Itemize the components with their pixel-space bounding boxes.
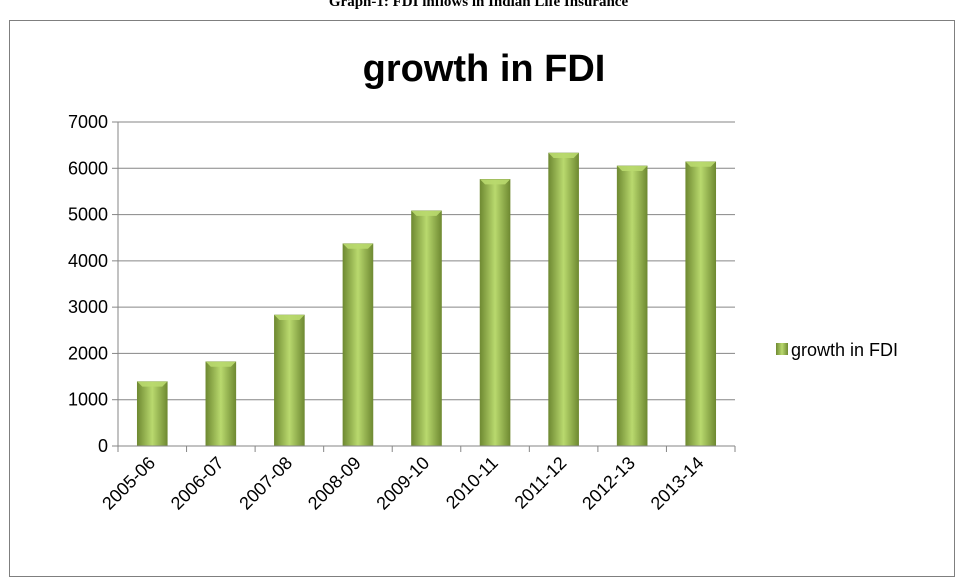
graph-caption: Graph-1: FDI inflows in Indian Life Insu… — [328, 0, 629, 10]
y-tick-label: 4000 — [68, 251, 108, 271]
bar-2013-14 — [685, 161, 717, 447]
bar-top-2010-11 — [480, 179, 511, 185]
x-tick-label: 2009-10 — [372, 453, 433, 514]
x-tick-label: 2005-06 — [98, 453, 159, 514]
bar-top-2012-13 — [617, 165, 648, 171]
y-tick-label: 0 — [98, 436, 108, 456]
legend-swatch — [776, 343, 788, 355]
x-tick-label: 2007-08 — [235, 453, 296, 514]
legend: growth in FDI — [776, 340, 898, 360]
bar-2005-06 — [136, 381, 168, 447]
bar-2006-07 — [205, 361, 237, 447]
legend-label: growth in FDI — [791, 340, 898, 360]
x-tick-label: 2013-14 — [647, 453, 708, 514]
bar-2011-12 — [548, 152, 579, 447]
x-tick-label: 2008-09 — [304, 453, 365, 514]
bar-top-2008-09 — [342, 243, 373, 249]
x-tick-label: 2010-11 — [442, 453, 502, 513]
y-tick-label: 2000 — [68, 343, 108, 363]
y-tick-label: 6000 — [68, 158, 108, 178]
y-tick-label: 5000 — [68, 205, 108, 225]
bar-2010-11 — [479, 179, 511, 447]
bar-top-2007-08 — [274, 315, 305, 321]
bar-2009-10 — [411, 210, 442, 447]
bar-top-2009-10 — [411, 210, 442, 216]
bar-top-2006-07 — [205, 361, 236, 367]
bars — [136, 152, 717, 447]
y-tick-label: 7000 — [68, 112, 108, 132]
y-tick-label: 1000 — [68, 390, 108, 410]
x-tick-label: 2006-07 — [167, 453, 228, 514]
bar-2008-09 — [342, 243, 374, 447]
bar-top-2005-06 — [137, 381, 168, 387]
chart-title: growth in FDI — [363, 48, 606, 90]
x-axis-ticks: 2005-06 2006-07 2007-08 2008-09 2009-10 2010-… — [98, 446, 736, 514]
bar-top-2011-12 — [548, 153, 579, 159]
x-tick-label: 2011-12 — [511, 453, 571, 513]
x-tick-label: 2012-13 — [578, 453, 639, 514]
y-tick-label: 3000 — [68, 297, 108, 317]
y-axis-ticks: 0 1000 2000 3000 4000 5000 6000 7000 — [68, 112, 118, 456]
bar-top-2013-14 — [685, 161, 716, 167]
axes — [117, 122, 735, 447]
bar-2007-08 — [274, 314, 305, 447]
bar-2012-13 — [616, 165, 648, 447]
